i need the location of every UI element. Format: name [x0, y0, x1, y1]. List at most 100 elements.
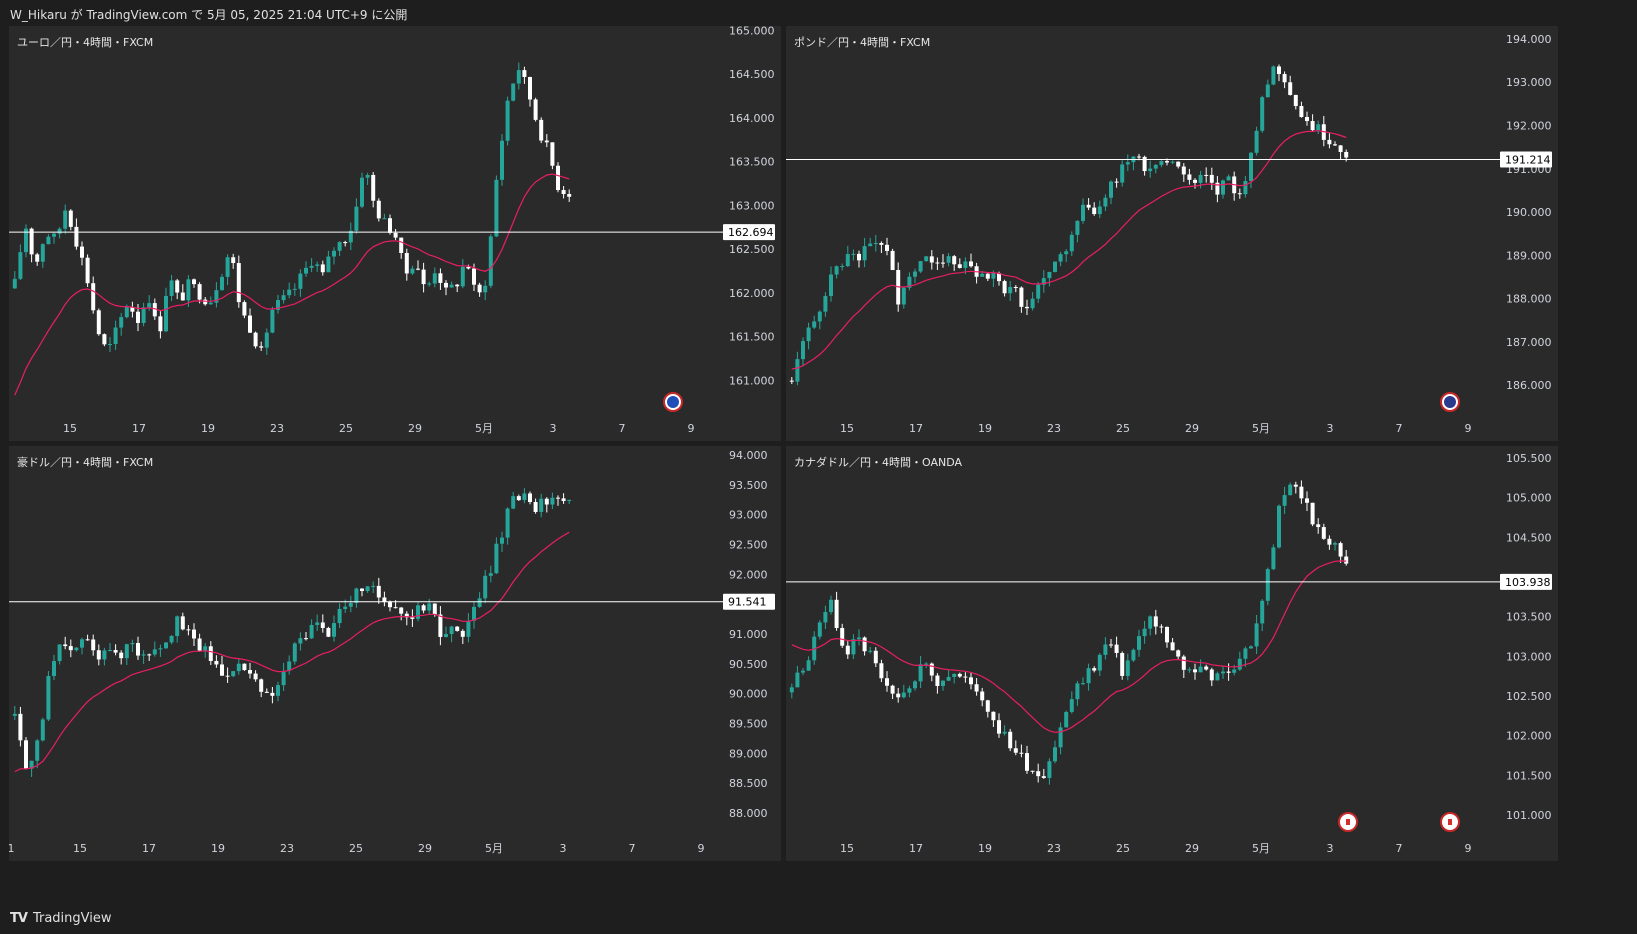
candle-body: [1321, 527, 1326, 539]
candle-body: [1142, 156, 1147, 172]
x-tick-label: 7: [629, 842, 636, 855]
candle-body: [1254, 130, 1259, 153]
candle-body: [935, 262, 940, 264]
candle-body: [1008, 287, 1013, 294]
candle-body: [494, 179, 499, 237]
candle-body: [1053, 747, 1057, 762]
tradingview-logo-icon: TV: [10, 911, 28, 926]
candle-body: [432, 273, 437, 284]
y-tick-label: 164.500: [729, 68, 775, 81]
candle-body: [1305, 498, 1309, 503]
candle-body: [929, 663, 934, 676]
candle-body: [158, 316, 163, 332]
y-tick-label: 90.500: [729, 658, 768, 671]
candle-body: [197, 284, 202, 300]
ca-flag-icon: [1338, 812, 1460, 832]
candle-body: [511, 496, 516, 509]
candle-body: [1271, 547, 1276, 570]
candle-body: [147, 303, 152, 308]
candle-body: [511, 83, 516, 101]
x-tick-label: 3: [550, 422, 557, 435]
candle-body: [393, 607, 398, 609]
x-tick-label: 7: [619, 422, 626, 435]
y-tick-label: 186.000: [1506, 379, 1552, 392]
candle-body: [1293, 484, 1298, 487]
candle-body: [483, 285, 488, 293]
cadjpy-chart-pane[interactable]: 105.500 105.000 104.500 103.500 103.000 102.5…: [786, 446, 1558, 861]
candle-body: [46, 676, 51, 720]
candle-body: [1243, 181, 1248, 195]
chart-title: カナダドル／円・4時間・OANDA: [794, 456, 963, 469]
candle-body: [1036, 771, 1041, 777]
gbpjpy-chart-svg[interactable]: 194.000193.000192.000191.000190.000189.0…: [786, 26, 1558, 441]
candle-body: [1344, 556, 1349, 564]
y-tick-label: 163.500: [729, 156, 775, 169]
candle-body: [169, 280, 174, 296]
candle-body: [1338, 145, 1343, 152]
candle-body: [969, 261, 973, 267]
candle-body: [63, 210, 68, 229]
candle-body: [890, 685, 895, 694]
candle-body: [220, 664, 224, 676]
candle-body: [326, 256, 331, 273]
candle-body: [1176, 650, 1181, 657]
candle-body: [152, 303, 157, 317]
candle-body: [1064, 251, 1069, 255]
y-tick-label: 189.000: [1506, 249, 1552, 262]
cadjpy-chart-svg[interactable]: 105.500 105.000 104.500 103.500 103.000 102.5…: [786, 446, 1558, 861]
candle-body: [1187, 669, 1192, 671]
candle-body: [248, 315, 252, 333]
audjpy-chart-pane[interactable]: 94.00093.50093.00092.50092.00091.50091.0…: [9, 446, 781, 861]
candle-body: [1165, 626, 1169, 643]
candle-body: [1293, 94, 1298, 107]
candle-body: [806, 327, 811, 342]
candle-body: [1064, 711, 1069, 728]
candle-body: [1193, 179, 1197, 183]
price-label: 162.694: [728, 226, 774, 239]
candle-body: [236, 663, 241, 672]
price-label-box: [723, 593, 775, 610]
x-tick-label: 5月: [1252, 422, 1270, 435]
candle-body: [438, 273, 443, 283]
y-tick-label: 102.500: [1506, 690, 1552, 703]
candle-body: [952, 673, 957, 677]
candle-body: [68, 210, 73, 227]
candle-body: [1344, 151, 1349, 158]
candle-body: [817, 311, 822, 322]
candle-body: [857, 253, 861, 261]
candle-body: [1265, 569, 1270, 601]
candle-body: [449, 626, 454, 634]
candle-body: [169, 635, 174, 643]
candle-body: [913, 271, 917, 277]
candle-body: [18, 252, 23, 279]
candle-body: [1305, 117, 1309, 122]
candle-body: [298, 638, 303, 644]
x-tick-label: 5月: [475, 422, 493, 435]
candle-body: [365, 174, 370, 178]
candle-body: [164, 642, 168, 649]
gbpjpy-chart-pane[interactable]: 194.000 193.000 192.000 191.000 190.000 189.0…: [786, 26, 1558, 441]
candle-body: [24, 228, 28, 253]
eurjpy-chart-svg[interactable]: 165.000 164.500 164.000 163.500 163.000 162.5…: [9, 26, 781, 441]
candle-body: [1249, 646, 1253, 649]
candle-body: [416, 605, 420, 619]
candle-body: [1114, 181, 1119, 183]
eurjpy-chart-pane[interactable]: 165.000 164.500 164.000 163.500 163.000 162.5…: [9, 26, 781, 441]
candle-body: [242, 302, 247, 316]
candle-body: [449, 284, 454, 288]
candle-body: [1271, 66, 1276, 85]
candle-body: [175, 280, 180, 293]
candle-body: [80, 246, 84, 258]
candle-body: [85, 257, 90, 284]
candle-body: [1081, 204, 1085, 221]
candle-body: [1002, 731, 1007, 734]
candle-body: [208, 646, 213, 661]
candle-body: [873, 242, 878, 244]
candle-body: [528, 493, 532, 502]
audjpy-chart-svg[interactable]: 94.00093.50093.00092.50092.00091.50091.0…: [9, 446, 781, 861]
candle-body: [63, 644, 68, 647]
candle-body: [192, 629, 196, 639]
x-tick-label: 5月: [485, 842, 503, 855]
chart-title: 豪ドル／円・4時間・FXCM: [17, 456, 154, 469]
candle-body: [315, 622, 320, 625]
